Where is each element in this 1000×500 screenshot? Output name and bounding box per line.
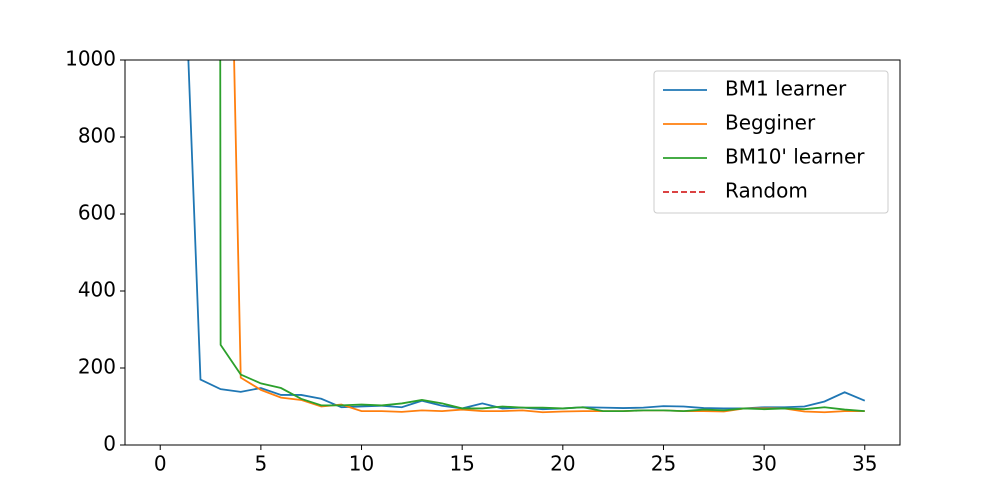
x-tick-label: 20 (550, 452, 575, 476)
x-tick-label: 0 (154, 452, 167, 476)
x-tick-label: 5 (255, 452, 268, 476)
legend-box (653, 70, 889, 214)
y-tick-label: 600 (78, 201, 116, 225)
legend-label: Begginer (725, 111, 816, 135)
axes-frame (124, 59, 901, 446)
x-tick-label: 30 (751, 452, 776, 476)
plot-area (187, 60, 866, 414)
x-tick-label: 10 (349, 452, 374, 476)
y-tick-label: 800 (78, 124, 116, 148)
legend-label: BM1 learner (725, 77, 847, 101)
y-tick-label: 200 (78, 355, 116, 379)
series-line (219, 60, 865, 413)
y-tick-label: 400 (78, 278, 116, 302)
legend-label: Random (725, 179, 808, 203)
x-tick-label: 25 (651, 452, 676, 476)
x-tick-label: 15 (449, 452, 474, 476)
x-tick-label: 35 (852, 452, 877, 476)
y-tick-label: 0 (103, 432, 116, 456)
legend-label: BM10' learner (725, 145, 865, 169)
y-tick-label: 1000 (65, 47, 116, 71)
